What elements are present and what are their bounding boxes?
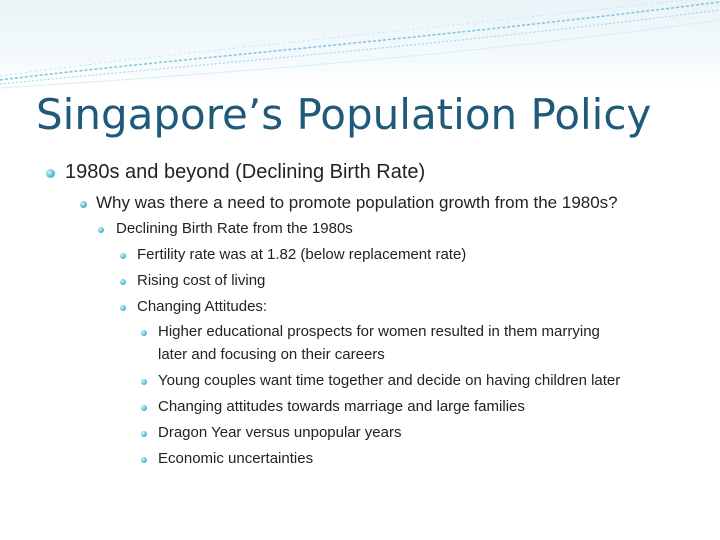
bullet-text-level-3: Declining Birth Rate from the 1980s <box>116 220 353 237</box>
bullet-text-level-1: 1980s and beyond (Declining Birth Rate) <box>65 161 426 183</box>
bullet-dot-icon <box>120 253 126 259</box>
bullet-text-level-5: Changing attitudes towards marriage and … <box>158 398 525 415</box>
bullet-text-level-5: Young couples want time together and dec… <box>158 372 621 389</box>
bullet-dot-icon <box>141 379 147 385</box>
bullet-dot-icon <box>141 330 147 336</box>
bullet-text-level-5: Economic uncertainties <box>158 450 314 467</box>
bullet-text-level-5: later and focusing on their careers <box>158 346 385 363</box>
bullet-dot-icon <box>80 200 87 208</box>
header-wave-decoration <box>0 0 720 89</box>
slide-title: Singapore’s Population Policy <box>36 90 652 139</box>
bullet-text-level-4: Rising cost of living <box>137 272 266 289</box>
bullet-dot-icon <box>98 227 104 233</box>
bullet-dot-icon <box>46 168 55 178</box>
bullet-text-level-5: Higher educational prospects for women r… <box>158 323 600 340</box>
bullet-text-level-4: Fertility rate was at 1.82 (below replac… <box>137 246 467 263</box>
bullet-dot-icon <box>120 279 126 285</box>
bullet-dot-icon <box>141 431 147 437</box>
bullet-text-level-4: Changing Attitudes: <box>137 298 268 315</box>
bullet-dot-icon <box>141 405 147 411</box>
bullet-text-level-2: Why was there a need to promote populati… <box>96 193 618 212</box>
bullet-dot-icon <box>141 457 147 463</box>
bullet-dot-icon <box>120 305 126 311</box>
bullet-text-level-5: Dragon Year versus unpopular years <box>158 424 402 441</box>
